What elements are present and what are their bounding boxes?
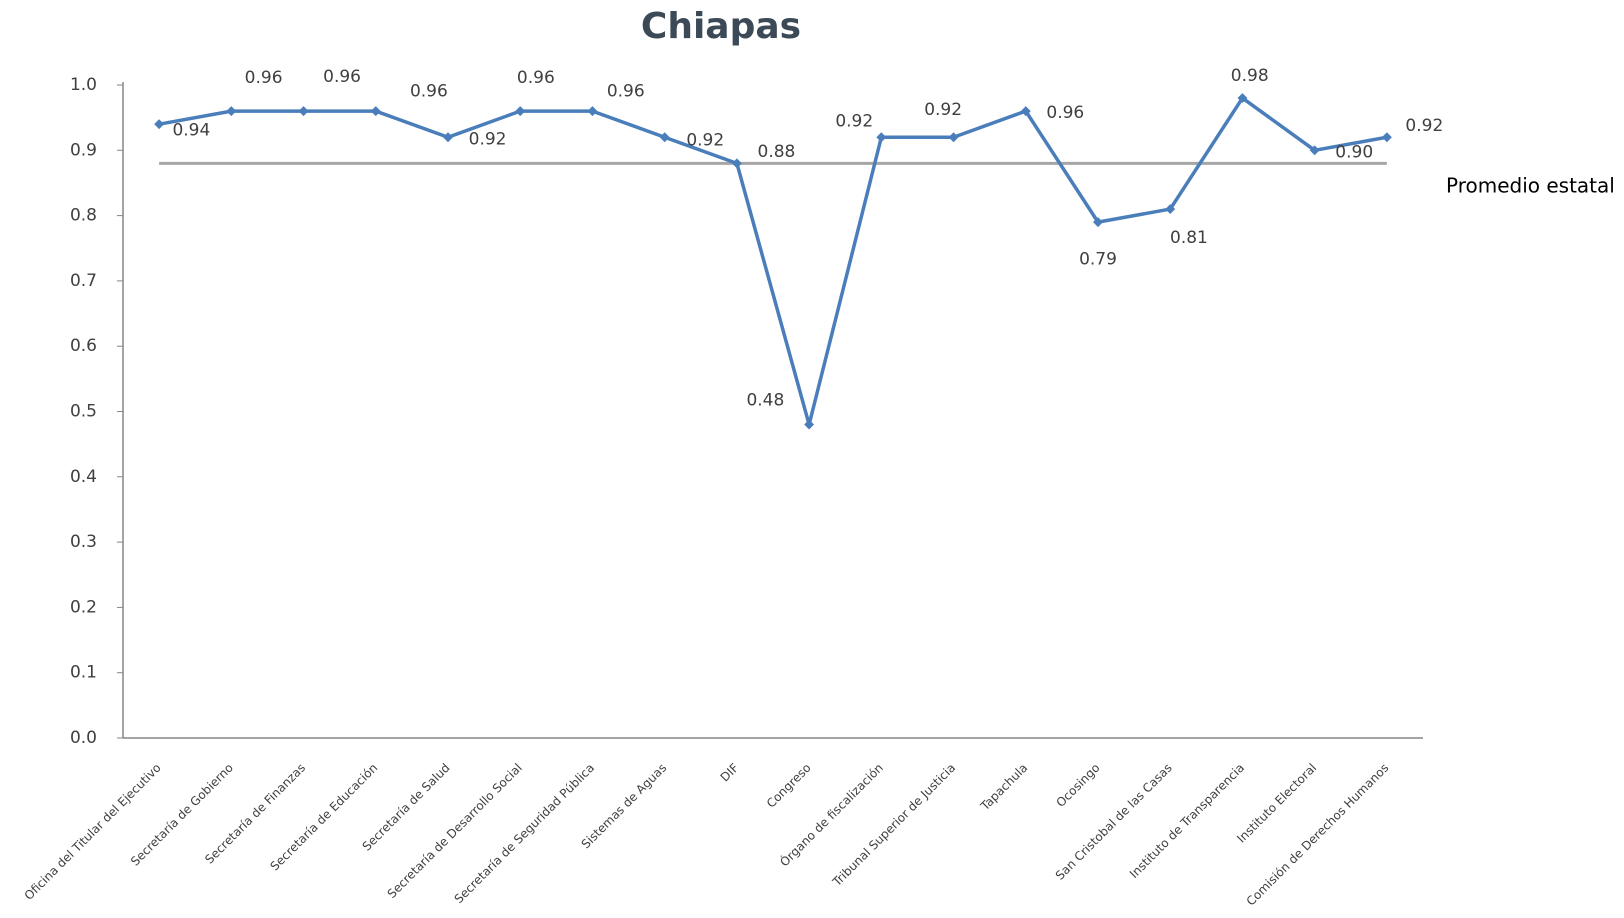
data-label: 0.96 — [517, 68, 555, 88]
data-point — [659, 132, 670, 143]
data-label: 0.79 — [1079, 250, 1117, 270]
data-label: 0.94 — [172, 120, 210, 140]
y-tick-label: 0.7 — [70, 271, 97, 291]
x-tick-label: Comisión de Derechos Humanos — [1244, 761, 1392, 909]
data-label: 0.96 — [1046, 103, 1084, 123]
y-tick-label: 0.1 — [70, 663, 97, 683]
data-label: 0.96 — [323, 67, 361, 87]
y-tick-label: 0.6 — [70, 336, 97, 356]
data-point — [1381, 132, 1392, 143]
data-label: 0.96 — [410, 81, 448, 101]
data-point — [804, 419, 815, 430]
data-point — [443, 132, 453, 143]
chart-title: Chiapas — [641, 6, 801, 47]
data-point — [370, 106, 381, 117]
data-point — [876, 132, 887, 143]
data-label: 0.92 — [924, 100, 962, 120]
x-tick-label: Oficina del Titular del Ejecutivo — [22, 761, 164, 903]
x-tick-label: Instituto Electoral — [1234, 761, 1319, 846]
data-label: 0.92 — [469, 129, 507, 149]
x-tick-label: Instituto de Transparencia — [1127, 761, 1247, 881]
data-point — [154, 119, 165, 130]
y-tick-label: 1.0 — [70, 75, 97, 95]
data-label: 0.48 — [746, 391, 784, 411]
x-tick-label: Tapachula — [977, 761, 1030, 814]
data-point — [1165, 204, 1176, 215]
y-tick-label: 0.3 — [70, 532, 97, 552]
reference-label: Promedio estatal — [1446, 174, 1615, 198]
x-tick-label: Congreso — [764, 761, 814, 811]
y-tick-label: 0.8 — [70, 206, 97, 226]
data-label: 0.90 — [1335, 142, 1373, 162]
data-label: 0.88 — [758, 142, 796, 162]
data-label: 0.96 — [607, 81, 645, 101]
data-point — [1237, 93, 1248, 104]
x-tick-label: San Cristobal de las Casas — [1053, 761, 1175, 883]
data-line — [158, 96, 1388, 427]
data-point — [515, 106, 526, 117]
data-label: 0.98 — [1231, 66, 1269, 86]
data-label: 0.92 — [686, 130, 724, 150]
data-point — [587, 106, 598, 117]
y-tick-label: 0.9 — [70, 140, 97, 160]
data-point — [298, 106, 309, 117]
data-label: 0.81 — [1170, 228, 1208, 248]
data-label: 0.96 — [245, 68, 283, 88]
y-tick-label: 0.5 — [70, 402, 97, 422]
data-label: 0.92 — [1405, 116, 1443, 136]
data-point — [948, 132, 959, 143]
x-tick-label: Tribunal Superior de Justicia — [829, 761, 958, 890]
data-point — [226, 106, 237, 117]
y-tick-label: 0.2 — [70, 597, 97, 617]
x-tick-label: Secretaría de Seguridad Pública — [452, 761, 597, 906]
x-tick-label: Ocosingo — [1053, 761, 1102, 810]
x-tick-label: Secretaría de Desarrollo Social — [385, 761, 525, 901]
x-tick-label: DIF — [718, 761, 742, 785]
y-tick-label: 0.0 — [70, 728, 97, 748]
y-tick-label: 0.4 — [70, 467, 97, 487]
data-point — [731, 158, 742, 169]
data-point — [1093, 217, 1103, 228]
data-label: 0.92 — [835, 112, 873, 132]
data-point — [1309, 145, 1320, 156]
